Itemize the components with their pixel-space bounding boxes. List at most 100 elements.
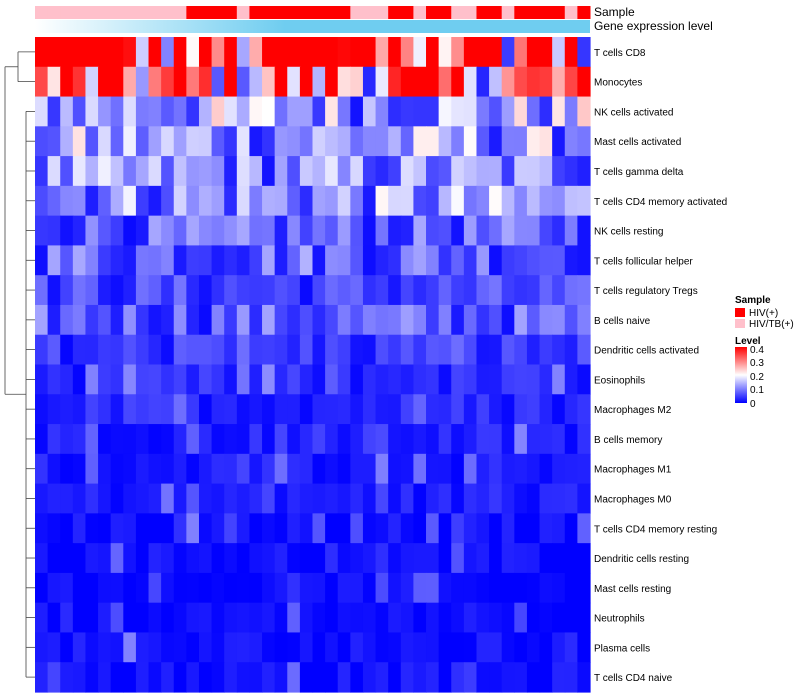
row-label: Plasma cells [594, 643, 650, 654]
heatmap-cell [400, 632, 415, 663]
heatmap-cell [211, 602, 225, 634]
sample-annotation-cell [400, 6, 414, 19]
heatmap-cell [489, 215, 503, 247]
heatmap-cell [337, 304, 351, 336]
heatmap-cell [173, 483, 187, 514]
heatmap-cell [388, 453, 402, 485]
heatmap-cell [186, 96, 200, 127]
heatmap-cell [135, 602, 150, 634]
heatmap-cell [98, 126, 112, 157]
heatmap-cell [72, 275, 87, 306]
heatmap-cell [236, 513, 251, 544]
heatmap-cell [451, 37, 465, 68]
heatmap-cell [60, 275, 74, 306]
heatmap-cell [438, 572, 452, 604]
heatmap-cell [312, 543, 326, 574]
heatmap-cell [161, 543, 175, 574]
sample-annotation-cell [388, 6, 402, 19]
heatmap-cell [287, 185, 301, 217]
heatmap-cell [413, 662, 427, 693]
heatmap-cell [299, 513, 314, 544]
heatmap-cell [577, 394, 591, 425]
heatmap-cell [161, 632, 175, 663]
heatmap-cell [438, 96, 452, 127]
heatmap-cell [35, 215, 49, 247]
heatmap-cell [350, 156, 364, 187]
heatmap-cell [514, 156, 528, 187]
heatmap-cell [35, 453, 49, 485]
heatmap-cell [552, 364, 566, 395]
heatmap-cell [35, 334, 49, 366]
heatmap-cell [337, 453, 351, 485]
heatmap-cell [312, 66, 326, 98]
heatmap-cell [198, 424, 213, 455]
heatmap-cell [249, 215, 263, 247]
heatmap-cell [72, 334, 87, 366]
heatmap-cell [514, 334, 528, 366]
heatmap-cell [350, 632, 364, 663]
heatmap-cell [514, 66, 528, 98]
heatmap-cell [249, 513, 263, 544]
heatmap-cell [35, 37, 49, 68]
heatmap-cell [337, 543, 351, 574]
heatmap-cell [426, 215, 440, 247]
heatmap-cell [148, 185, 162, 217]
sample-annotation-cell [211, 6, 225, 19]
heatmap-cell [274, 215, 288, 247]
heatmap-cell [198, 66, 213, 98]
heatmap-cell [539, 513, 553, 544]
heatmap-cell [98, 66, 112, 98]
sample-annotation-cell [362, 6, 377, 19]
heatmap-cell [552, 513, 566, 544]
heatmap-cell [299, 185, 314, 217]
heatmap-cell [337, 66, 351, 98]
heatmap-cell [337, 632, 351, 663]
heatmap-cell [47, 453, 61, 485]
heatmap-cell [325, 453, 339, 485]
heatmap-cell [224, 543, 238, 574]
heatmap-cell [539, 304, 553, 336]
heatmap-cell [514, 543, 528, 574]
heatmap-cell [514, 96, 528, 127]
heatmap-cell [198, 96, 213, 127]
heatmap-cell [224, 394, 238, 425]
heatmap-cell [299, 126, 314, 157]
heatmap-cell [110, 513, 124, 544]
sample-annotation-cell [489, 6, 503, 19]
heatmap-cell [186, 632, 200, 663]
row-label: Macrophages M0 [594, 495, 672, 506]
heatmap-cell [299, 96, 314, 127]
heatmap-cell [539, 453, 553, 485]
heatmap-cell [135, 66, 150, 98]
heatmap-cell [375, 304, 389, 336]
heatmap-cell [72, 245, 87, 276]
heatmap-cell [375, 185, 389, 217]
heatmap-cell [274, 543, 288, 574]
legend-sample-title: Sample [735, 295, 771, 306]
heatmap-cell [299, 483, 314, 514]
heatmap-cell [514, 602, 528, 634]
heatmap-cell [161, 394, 175, 425]
heatmap-cell [476, 632, 490, 663]
heatmap-cell [350, 662, 364, 693]
heatmap-cell [186, 334, 200, 366]
heatmap-cell [262, 394, 276, 425]
heatmap-cell [552, 602, 566, 634]
gene-expression-annotation-bar [35, 20, 590, 33]
heatmap-cell [350, 453, 364, 485]
heatmap-cell [274, 245, 288, 276]
heatmap-cell [198, 513, 213, 544]
row-label: NK cells resting [594, 227, 663, 238]
heatmap-cell [161, 334, 175, 366]
heatmap-cell [274, 424, 288, 455]
heatmap-cell [72, 453, 87, 485]
heatmap-cell [489, 66, 503, 98]
heatmap-cell [85, 275, 99, 306]
sample-annotation-cell [577, 6, 591, 19]
heatmap-cell [98, 37, 112, 68]
heatmap-cell [110, 662, 124, 693]
heatmap-cell [463, 483, 478, 514]
heatmap-cell [501, 304, 515, 336]
heatmap-cell [262, 453, 276, 485]
heatmap-cell [98, 394, 112, 425]
